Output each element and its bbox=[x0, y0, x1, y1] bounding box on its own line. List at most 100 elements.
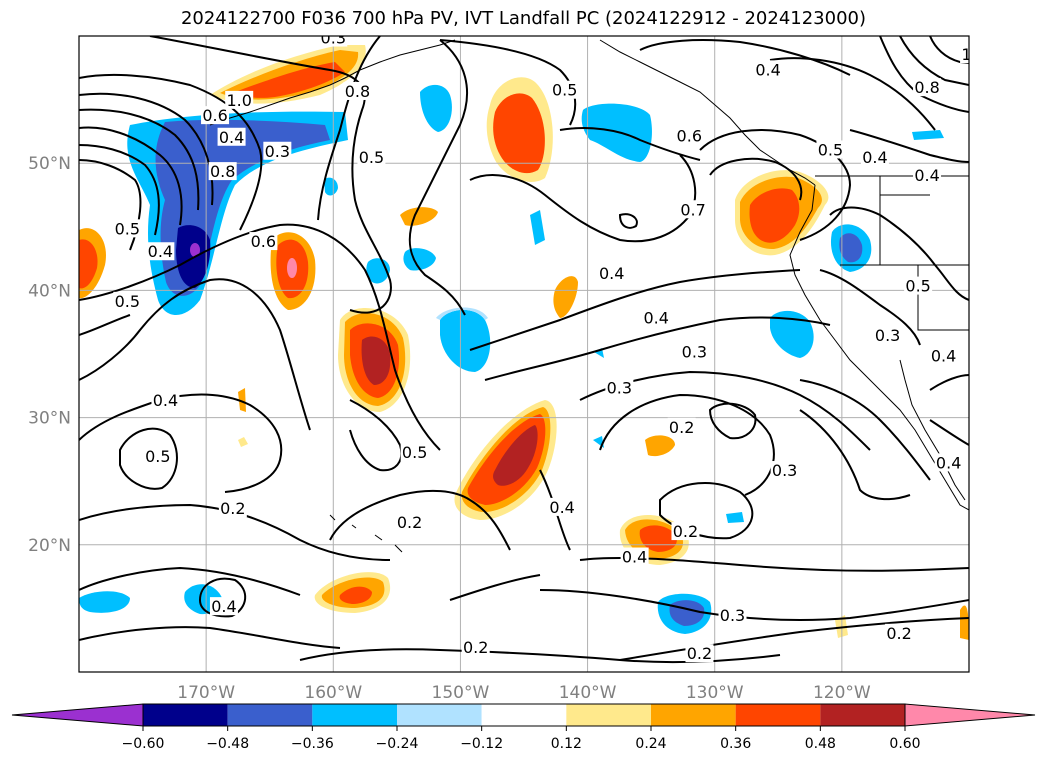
contour-line bbox=[149, 36, 392, 314]
contour-label-bg bbox=[209, 597, 238, 616]
colorbar-tick-label: 0.24 bbox=[635, 736, 666, 752]
contour-label-bg bbox=[343, 81, 372, 100]
negative-blob-175w-south bbox=[79, 591, 130, 613]
negative-blob-120w-core bbox=[839, 233, 863, 263]
contour-line bbox=[618, 213, 638, 229]
contour-label-bg bbox=[860, 148, 889, 167]
contour-label: 0.2 bbox=[673, 522, 698, 541]
coastline-alaska-panhandle bbox=[599, 39, 816, 186]
contour-line bbox=[484, 316, 831, 381]
contour-label: 0.3 bbox=[875, 326, 900, 345]
contour-label-bg bbox=[208, 162, 237, 181]
colorbar-tick-label: 0.60 bbox=[889, 736, 920, 752]
colorbar: −0.60 −0.48 −0.36 −0.24 −0.12 0.12 0.24 0.36 0.4… bbox=[11, 703, 1036, 752]
colorbar-segment bbox=[397, 704, 482, 726]
contour-label-bg bbox=[263, 141, 292, 160]
contour-line bbox=[79, 144, 160, 236]
colorbar-segment bbox=[481, 704, 567, 726]
contour-label: 0.5 bbox=[402, 443, 427, 462]
contour-label-bg bbox=[395, 513, 424, 532]
contour-line bbox=[829, 206, 969, 301]
contour-line bbox=[709, 157, 803, 201]
contour-label: 0.2 bbox=[886, 624, 911, 643]
map-frame bbox=[78, 35, 970, 673]
positive-inner-north bbox=[235, 62, 345, 98]
contour-label: 0.6 bbox=[677, 126, 702, 145]
coastline-hawaii bbox=[329, 514, 403, 553]
coastline-alaska bbox=[209, 39, 456, 126]
negative-blob-northeast bbox=[912, 130, 944, 140]
contour-label: 0.3 bbox=[682, 343, 707, 362]
negative-blob-124w bbox=[770, 310, 814, 358]
contour-label-bg bbox=[113, 291, 142, 310]
positive-blob-135w-core bbox=[639, 525, 677, 552]
contour-label-bg bbox=[675, 126, 704, 145]
contour-line bbox=[929, 374, 969, 391]
contour-line bbox=[899, 36, 969, 86]
contour-label: 0.3 bbox=[321, 29, 346, 48]
contour-label-bg bbox=[934, 453, 963, 472]
contour-label-bg bbox=[754, 60, 783, 79]
colorbar-tick-label: −0.12 bbox=[460, 736, 503, 752]
negative-blob-148w-light bbox=[436, 307, 488, 320]
contour-label-bg bbox=[770, 461, 799, 480]
contour-label: 0.4 bbox=[931, 347, 956, 366]
contour-line bbox=[929, 419, 969, 446]
contour-label-bg bbox=[550, 80, 579, 99]
contour-label: 0.2 bbox=[669, 418, 694, 437]
contour-label: 0.8 bbox=[914, 78, 939, 97]
contour-label-bg bbox=[461, 637, 490, 656]
negative-blob-128w bbox=[726, 512, 744, 523]
negative-peak-aleutian bbox=[176, 225, 211, 288]
contour-line bbox=[79, 393, 283, 493]
contour-line bbox=[769, 57, 936, 131]
contour-label: 0.2 bbox=[220, 499, 245, 518]
contour-label-bg bbox=[218, 499, 247, 518]
contour-label-bg bbox=[400, 443, 429, 462]
contour-label-bg bbox=[151, 391, 180, 410]
chart-title: 2024122700 F036 700 hPa PV, IVT Landfall… bbox=[180, 8, 867, 29]
contour-label: 0.4 bbox=[622, 548, 647, 567]
contour-label: 0.4 bbox=[599, 264, 624, 283]
contour-line bbox=[469, 154, 697, 243]
contour-label: 0.4 bbox=[644, 308, 669, 327]
contour-label: 0.8 bbox=[210, 162, 235, 181]
contour-label-bg bbox=[679, 200, 708, 219]
lon-tick-label: 160°W bbox=[304, 683, 362, 703]
colorbar-segment bbox=[820, 704, 905, 726]
colorbar-tick-label: −0.48 bbox=[206, 736, 249, 752]
contour-label-bg bbox=[225, 90, 254, 109]
contour-label: 0.6 bbox=[202, 106, 227, 125]
contour-line bbox=[819, 269, 921, 346]
contour-label-bg bbox=[597, 263, 626, 282]
colorbar-extend-low bbox=[11, 703, 144, 727]
contour-label-bg bbox=[548, 497, 577, 516]
contour-label: 0.4 bbox=[211, 597, 236, 616]
positive-small-141w bbox=[553, 276, 578, 318]
positive-blob-158w-inner bbox=[339, 586, 372, 604]
contour-label: 0.2 bbox=[687, 644, 712, 663]
colorbar-tick-label: 0.48 bbox=[805, 736, 836, 752]
colorbar-tick-label: −0.24 bbox=[376, 736, 419, 752]
negative-blob-144w bbox=[530, 210, 545, 245]
contour-label: 0.4 bbox=[219, 128, 244, 147]
contour-line bbox=[119, 427, 178, 490]
contour-label-bg bbox=[873, 326, 902, 345]
contour-label: 0.4 bbox=[148, 242, 173, 261]
contour-label-bg bbox=[913, 165, 942, 184]
lon-tick-label: 120°W bbox=[813, 683, 871, 703]
contour-label-bg bbox=[929, 346, 958, 365]
positive-small-170w bbox=[238, 388, 246, 412]
colorbar-extend-high bbox=[904, 703, 1036, 727]
colorbar-segment bbox=[312, 704, 397, 726]
colorbar-segment bbox=[651, 704, 736, 726]
contour-label-bg bbox=[201, 106, 230, 125]
positive-blob-163w-peak bbox=[287, 258, 297, 278]
contour-line bbox=[619, 617, 969, 661]
contour-label: 0.4 bbox=[153, 391, 178, 410]
colorbar-segment bbox=[566, 704, 651, 726]
contour-line bbox=[929, 36, 969, 64]
contour-line bbox=[79, 278, 311, 431]
contour-label: 0.5 bbox=[359, 148, 384, 167]
